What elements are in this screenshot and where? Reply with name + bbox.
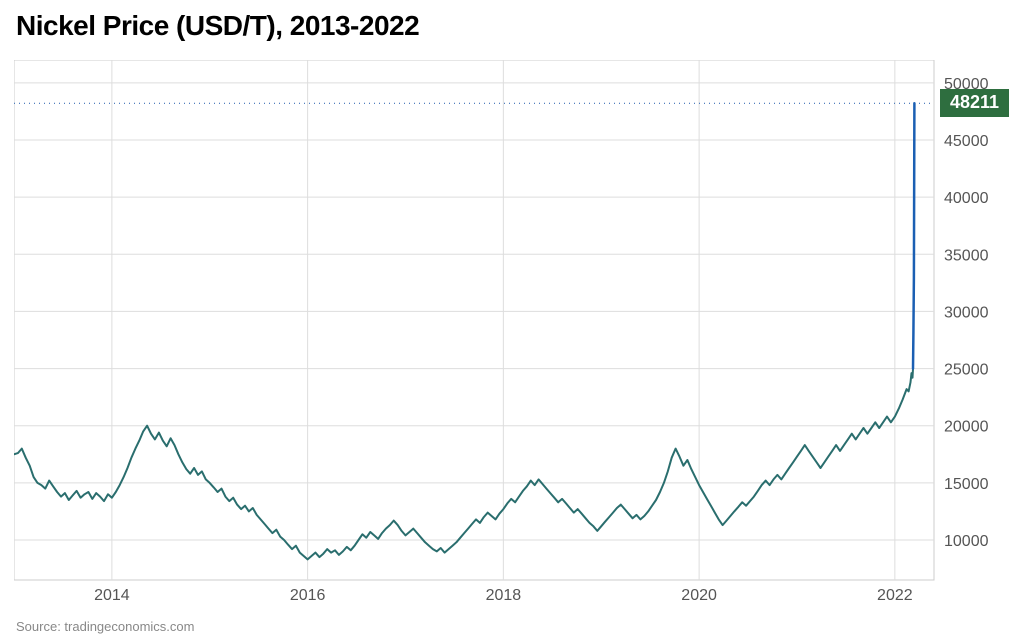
svg-text:10000: 10000	[944, 533, 989, 550]
svg-text:40000: 40000	[944, 190, 989, 207]
svg-text:2016: 2016	[290, 587, 326, 604]
line-chart: 10000 15000 20000 25000 30000 35000 40000 45000…	[14, 60, 1010, 605]
svg-text:25000: 25000	[944, 362, 989, 379]
svg-text:2022: 2022	[877, 587, 913, 604]
svg-text:45000: 45000	[944, 133, 989, 150]
svg-text:30000: 30000	[944, 304, 989, 321]
source-attribution: Source: tradingeconomics.com	[16, 619, 194, 634]
svg-text:15000: 15000	[944, 476, 989, 493]
svg-text:2014: 2014	[94, 587, 130, 604]
svg-text:2020: 2020	[681, 587, 717, 604]
svg-text:20000: 20000	[944, 419, 989, 436]
chart-title: Nickel Price (USD/T), 2013-2022	[16, 10, 419, 42]
svg-text:2018: 2018	[486, 587, 522, 604]
current-value-badge: 48211	[940, 89, 1009, 117]
svg-text:35000: 35000	[944, 247, 989, 264]
